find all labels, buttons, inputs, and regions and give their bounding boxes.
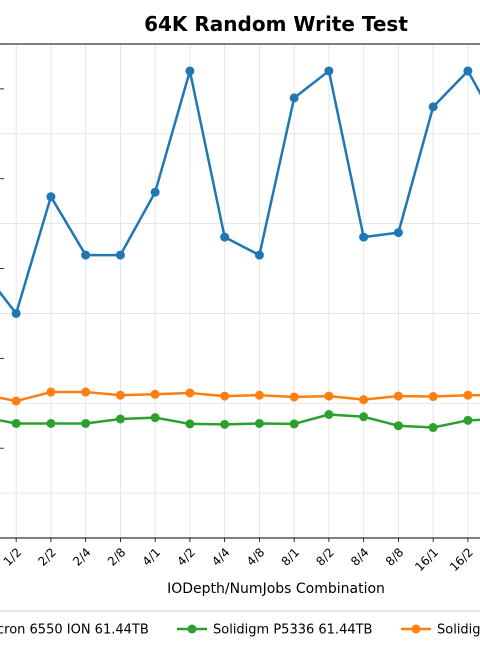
data-point [289,392,299,402]
data-point [463,415,473,425]
data-point [81,250,91,260]
data-point [393,228,403,238]
series-micron-6550-ion-61-44tb [0,66,480,318]
x-tick-label: 8/1 [279,545,303,569]
data-point [428,423,438,433]
data-point [220,232,230,242]
data-point [46,192,56,202]
data-point [463,390,473,400]
x-tick-label: 1/2 [1,545,25,569]
data-point [393,391,403,401]
data-point [11,308,21,318]
legend-item: Solidigm P5336 61.44TB [177,623,372,638]
grid-lines [0,44,480,538]
data-point [220,391,230,401]
data-point [150,413,160,423]
series-solidigm [0,387,480,406]
x-tick-label: 2/2 [35,545,59,569]
legend-label: Solidigm P5336 61.44TB [213,623,372,638]
legend-item: Solidig [401,623,480,638]
data-point [150,187,160,197]
x-axis-label: IODepth/NumJobs Combination [167,581,385,597]
data-point [324,410,334,419]
x-tick-label: 4/1 [140,545,164,569]
data-point [46,387,56,397]
data-point [324,66,334,76]
data-point [428,392,438,402]
legend-marker [187,624,197,634]
data-point [46,418,56,428]
data-point [11,396,21,406]
x-tick-label: 8/4 [348,545,372,569]
x-tick-label: 8/8 [383,545,407,569]
data-point [324,391,334,401]
data-point [185,419,195,429]
legend-marker [411,624,421,634]
legend-label: Solidig [437,623,480,638]
axes [0,43,480,542]
data-point [150,389,160,399]
data-point [359,232,369,242]
x-tick-label: 4/2 [174,545,198,569]
data-point [115,390,125,400]
data-point [115,414,125,424]
x-tick-label: 2/8 [105,545,129,569]
series-line [0,390,480,403]
series-solidigm-p5336-61-44tb [0,410,480,433]
data-point [220,419,230,429]
x-tick-label: 4/8 [244,545,268,569]
data-point [428,102,438,112]
x-tick-label: 4/4 [209,545,233,569]
data-point [185,388,195,398]
legend-label: cron 6550 ION 61.44TB [0,623,149,638]
x-tick-label: 8/2 [313,545,337,569]
chart-title: 64K Random Write Test [144,12,408,36]
data-point [254,390,264,400]
data-point [81,418,91,428]
data-point [115,250,125,260]
data-point [81,387,91,397]
x-tick-label: 2/4 [70,545,94,569]
data-point [254,418,264,428]
series-line [0,413,480,429]
data-point [359,395,369,405]
data-point [393,421,403,431]
data-point [359,412,369,422]
data-point [185,66,195,76]
legend-item: cron 6550 ION 61.44TB [0,623,149,638]
data-point [289,93,299,103]
x-tick-label: 16/2 [447,545,476,574]
legend: cron 6550 ION 61.44TB Solidigm P5336 61.4… [0,610,480,638]
series-line [0,69,480,315]
x-tick-label: 16/1 [412,545,441,574]
data-point [254,250,264,260]
series-layer [0,66,480,433]
data-point [289,419,299,429]
data-point [11,418,21,428]
data-point [463,66,473,76]
x-tick-labels: 1/2 2/2 2/4 2/8 4/1 4/2 4/4 4/8 8/1 8/2 8/4 8/8 16/1… [1,545,476,574]
